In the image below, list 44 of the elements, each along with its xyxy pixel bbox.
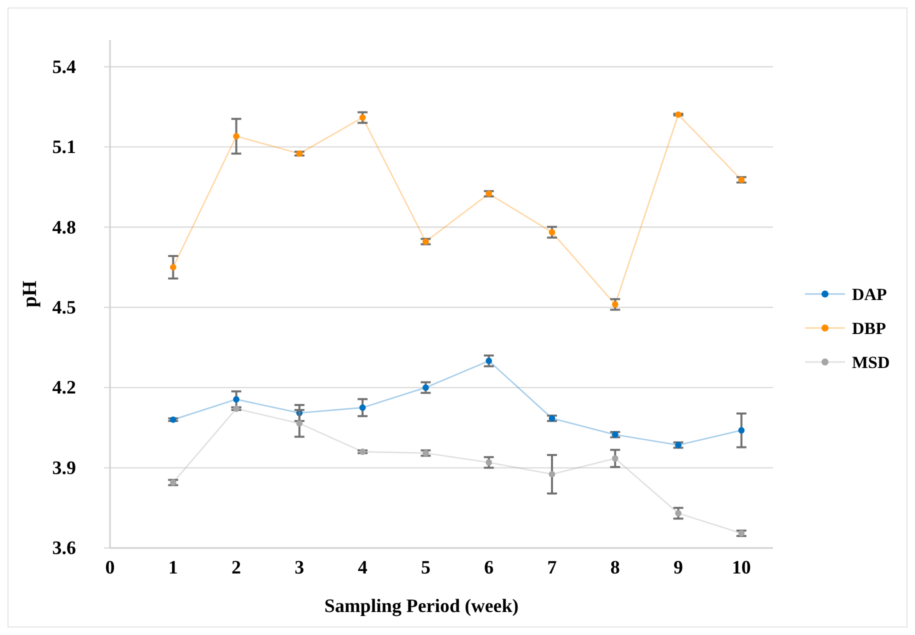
point: [296, 420, 303, 427]
x-tick-label: 7: [547, 557, 558, 578]
legend-label: DAP: [852, 285, 887, 304]
x-tick-label: 0: [105, 557, 115, 578]
y-tick-label: 4.8: [52, 217, 76, 238]
x-tick-label: 6: [484, 557, 494, 578]
point: [170, 479, 176, 486]
x-tick-label: 2: [232, 557, 242, 578]
point: [548, 415, 556, 422]
point: [486, 190, 492, 197]
point: [738, 176, 745, 184]
x-tick-label: 1: [168, 557, 178, 578]
point: [612, 455, 618, 462]
point: [675, 111, 682, 118]
y-tick-label: 3.9: [52, 458, 76, 479]
point: [359, 448, 366, 455]
y-tick-label: 5.4: [52, 56, 76, 78]
y-tick-label: 4.5: [52, 297, 76, 318]
x-tick-label: 4: [358, 557, 368, 578]
point: [738, 530, 745, 536]
y-tick-label: 3.6: [52, 538, 76, 560]
legend-label: DBP: [852, 319, 886, 338]
x-axis-title: Sampling Period (week): [324, 596, 519, 617]
point: [422, 450, 429, 456]
point: [612, 431, 618, 438]
point: [170, 416, 176, 423]
point: [296, 150, 303, 157]
point: [359, 404, 366, 411]
point: [422, 238, 429, 245]
y-tick-label: 4.2: [52, 378, 76, 399]
point: [233, 133, 240, 140]
point: [738, 427, 745, 434]
x-tick-label: 5: [420, 557, 430, 578]
x-tick-label: 3: [294, 557, 304, 578]
x-tick-label: 9: [674, 557, 684, 578]
x-tick-label: 8: [610, 557, 620, 578]
legend-label: MSD: [852, 353, 890, 372]
y-tick-label: 5.1: [52, 137, 76, 158]
x-tick-label: 10: [732, 557, 751, 578]
point: [675, 442, 682, 448]
y-axis-title: pH: [19, 280, 41, 308]
point: [233, 406, 240, 412]
point: [170, 264, 176, 270]
point: [548, 471, 556, 478]
